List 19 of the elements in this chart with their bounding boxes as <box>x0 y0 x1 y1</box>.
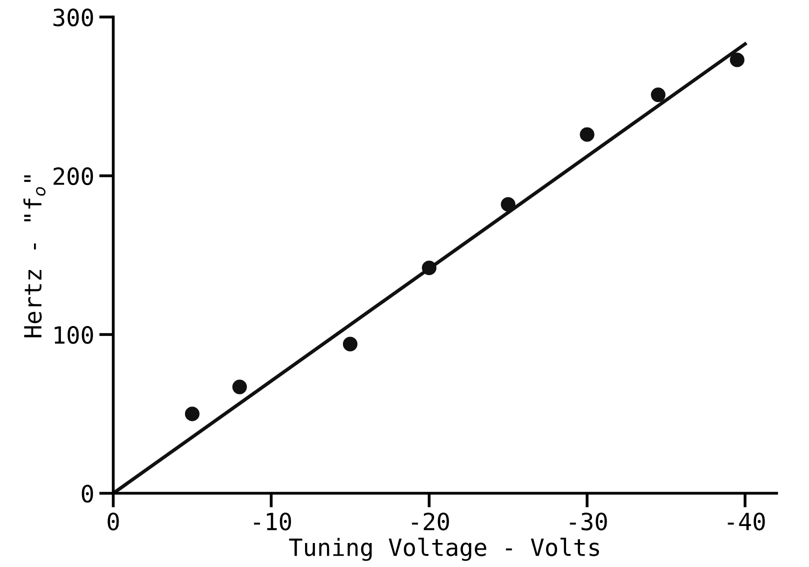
point <box>580 127 594 142</box>
x-axis-title: Tuning Voltage - Volts <box>289 538 599 561</box>
y-tick-label: 300 <box>53 8 93 26</box>
y-tick-label: 0 <box>82 484 93 503</box>
point <box>730 52 744 68</box>
point <box>342 336 358 352</box>
y-tick-label: 200 <box>54 167 93 186</box>
x-tick-label: -10 <box>254 512 291 530</box>
point <box>184 406 200 422</box>
point <box>650 88 666 102</box>
x-tick-label: -20 <box>412 512 449 530</box>
y-axis-title: Hertz - "f$_{o}$" <box>23 175 46 338</box>
x-tick-label: -40 <box>728 512 765 530</box>
point <box>232 380 247 394</box>
point <box>422 260 436 276</box>
y-tick-label: 100 <box>54 326 93 344</box>
point <box>500 197 516 212</box>
x-tick-label: -30 <box>570 512 607 530</box>
x-tick-label: 0 <box>108 512 119 530</box>
